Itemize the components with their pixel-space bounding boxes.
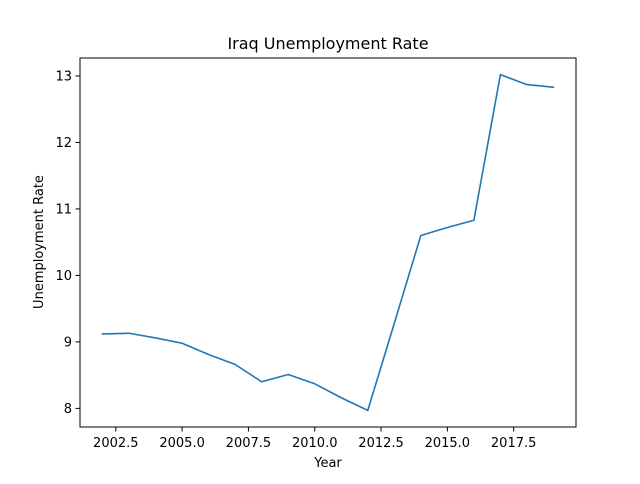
y-tick-label: 8 <box>64 402 72 417</box>
series-line-0 <box>101 73 555 412</box>
y-tick-label: 10 <box>55 269 72 284</box>
x-tick-label: 2017.5 <box>491 436 537 451</box>
x-tick-label: 2007.5 <box>226 436 272 451</box>
x-axis-label: Year <box>313 456 342 471</box>
x-tick-label: 2012.5 <box>358 436 404 451</box>
x-tick-label: 2015.0 <box>425 436 471 451</box>
x-tick-label: 2010.0 <box>292 436 338 451</box>
x-tick-label: 2002.5 <box>93 436 139 451</box>
y-tick-label: 12 <box>55 136 72 151</box>
plot-frame <box>79 57 577 428</box>
chart-title: Iraq Unemployment Rate <box>227 34 428 53</box>
y-tick-label: 9 <box>64 335 72 350</box>
y-axis-label: Unemployment Rate <box>32 175 47 309</box>
y-tick-label: 11 <box>55 202 72 217</box>
x-tick-label: 2005.0 <box>159 436 205 451</box>
y-tick-label: 13 <box>55 69 72 84</box>
